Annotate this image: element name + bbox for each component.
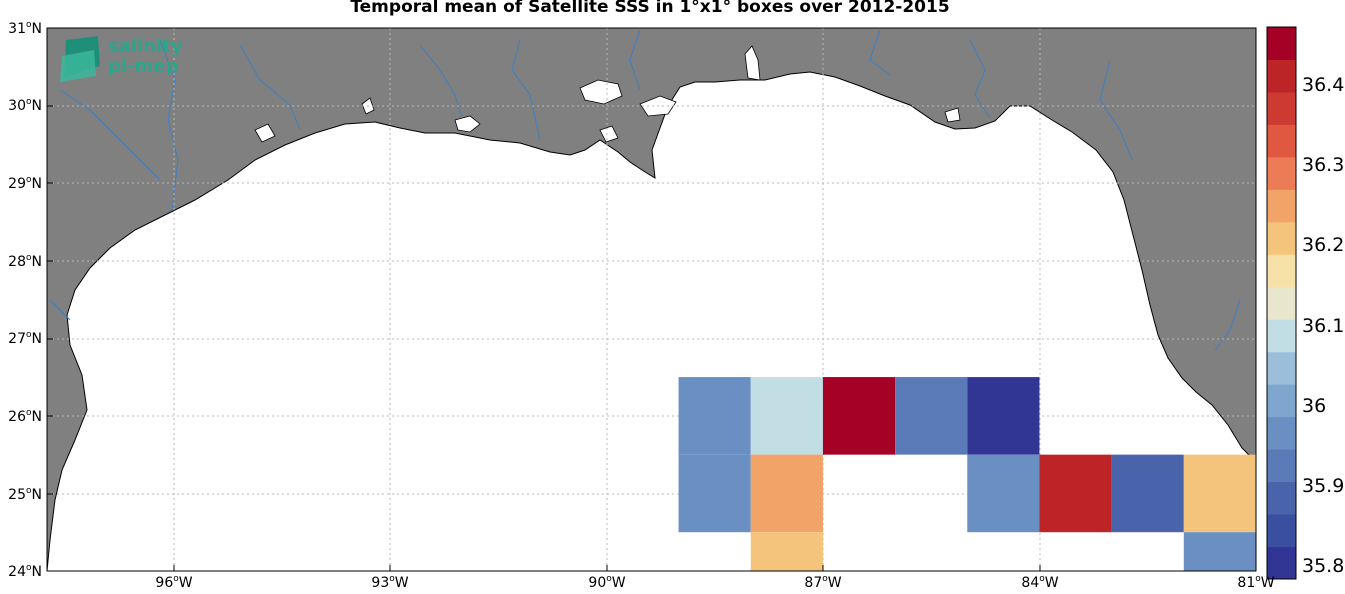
sss-cell-11	[750, 532, 823, 571]
colorbar-label-35.8: 35.8	[1302, 555, 1345, 577]
x-tick-label-96w: 96oW	[155, 574, 193, 592]
colorbar-label-35.9: 35.9	[1302, 475, 1345, 497]
sss-cell-0	[678, 377, 751, 455]
colorbar-label-36: 36	[1302, 395, 1327, 417]
colorbar-segment-7	[1267, 319, 1296, 353]
logo-line2: pi-mep	[108, 56, 179, 77]
colorbar-segment-8	[1267, 286, 1296, 320]
colorbar-segment-4	[1267, 416, 1296, 450]
y-tick-label-30n: 30oN	[8, 97, 42, 114]
sss-cell-3	[895, 377, 968, 455]
sss-cell-5	[678, 454, 751, 533]
colorbar-label-36.1: 36.1	[1302, 315, 1345, 337]
lakes	[254, 45, 961, 143]
gridlines	[47, 28, 1256, 571]
y-tick-label-28n: 28oN	[8, 253, 42, 270]
sss-cell-6	[750, 454, 823, 533]
y-tick-label-27n: 27oN	[8, 330, 42, 347]
colorbar-segment-5	[1267, 384, 1296, 418]
salinity-pi-mep-logo: salinity pi-mep	[60, 36, 210, 86]
colorbar-segment-11	[1267, 189, 1296, 223]
colorbar-segment-13	[1267, 124, 1296, 158]
colorbar-label-36.4: 36.4	[1302, 74, 1345, 96]
x-tick-label-90w: 90oW	[588, 574, 626, 592]
colorbar-segment-10	[1267, 221, 1296, 255]
plot-frame	[46, 27, 1257, 572]
y-tick-label-26n: 26oN	[8, 408, 42, 425]
colorbar-segment-12	[1267, 156, 1296, 190]
colorbar-frame	[1266, 26, 1297, 580]
colorbar-segment-15	[1267, 59, 1296, 93]
colorbar-label-36.3: 36.3	[1302, 154, 1345, 176]
sss-cell-8	[1039, 454, 1112, 533]
y-tick-label-29n: 29oN	[8, 175, 42, 192]
land-mass	[46, 27, 1257, 572]
colorbar-segment-14	[1267, 91, 1296, 125]
colorbar-segment-6	[1267, 351, 1296, 385]
sss-cell-9	[1111, 454, 1184, 533]
x-tick-label-81w: 81oW	[1237, 574, 1275, 592]
colorbar-label-36.2: 36.2	[1302, 234, 1345, 256]
chart-title: Temporal mean of Satellite SSS in 1°x1° …	[350, 0, 950, 17]
colorbar-segment-16	[1267, 27, 1296, 60]
colorbar-segment-2	[1267, 481, 1296, 515]
x-tick-label-84w: 84oW	[1021, 574, 1059, 592]
sss-cell-4	[967, 377, 1040, 455]
x-tick-label-87w: 87oW	[804, 574, 842, 592]
tick-marks	[47, 105, 1041, 571]
sss-cell-10	[1183, 454, 1256, 533]
sss-cell-1	[750, 377, 823, 455]
colorbar-segment-0	[1267, 546, 1296, 580]
y-tick-label-31n: 31oN	[8, 20, 42, 37]
colorbar-segment-3	[1267, 449, 1296, 483]
sss-cell-7	[967, 454, 1040, 533]
sss-cell-2	[822, 377, 896, 455]
sss-cell-12	[1183, 532, 1256, 571]
colorbar-segment-9	[1267, 254, 1296, 288]
x-tick-label-93w: 93oW	[371, 574, 409, 592]
y-tick-label-25n: 25oN	[8, 486, 42, 503]
colorbar-segment-1	[1267, 514, 1296, 548]
y-tick-label-24n: 24oN	[8, 563, 42, 580]
logo-line1: salinity	[108, 36, 183, 57]
